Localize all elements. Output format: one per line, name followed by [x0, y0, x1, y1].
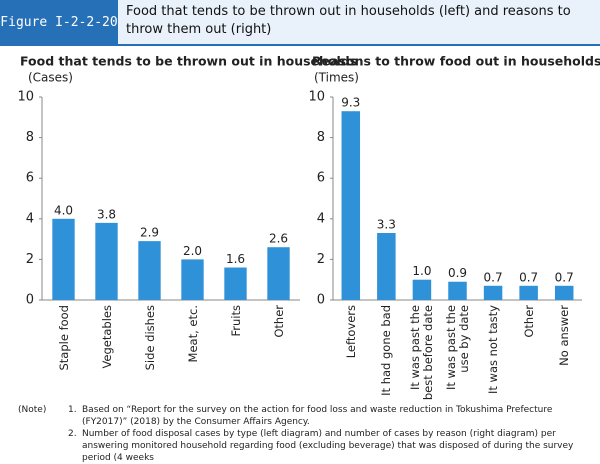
value-label: 1.6	[226, 252, 245, 266]
bar	[138, 241, 161, 300]
value-label: 1.0	[412, 264, 431, 278]
x-tick-label: Other	[521, 305, 536, 338]
bar	[483, 285, 503, 300]
note: 2. Number of food disposal cases by type …	[18, 428, 588, 464]
x-tick-label: No answer	[556, 305, 571, 366]
note-text: Number of food disposal cases by type (l…	[82, 429, 574, 463]
y-tick-label: 10	[17, 90, 34, 105]
x-tick-label: Staple food	[56, 305, 70, 371]
x-tick-label: Other	[271, 305, 285, 338]
value-label: 0.7	[519, 270, 538, 284]
bar	[95, 222, 118, 300]
bar	[52, 218, 75, 300]
bar	[554, 285, 574, 300]
value-label: 4.0	[54, 203, 73, 217]
figure-title: Food that tends to be thrown out in hous…	[126, 4, 571, 37]
note-label: (Note)	[18, 405, 47, 415]
bar	[224, 267, 247, 300]
figure-label: Figure I-2-2-20	[0, 0, 118, 44]
bar	[341, 111, 361, 301]
note-spacer	[18, 428, 68, 464]
y-tick-label: 10	[308, 90, 325, 105]
value-label: 0.7	[484, 270, 503, 284]
value-label: 3.8	[97, 207, 116, 221]
x-tick-label: It was past the best before date	[407, 305, 435, 401]
x-tick-label: Side dishes	[142, 305, 156, 371]
value-label: 0.9	[448, 266, 467, 280]
x-tick-label: It was not tasty	[485, 305, 500, 395]
chart-title: Reasons to throw food out in households	[312, 54, 600, 69]
y-tick-label: 0	[317, 293, 325, 308]
chart-title: Food that tends to be thrown out in hous…	[20, 54, 357, 69]
value-label: 2.9	[140, 226, 159, 240]
note-text: Based on “Report for the survey on the a…	[82, 405, 553, 427]
y-axis-label: (Cases)	[28, 71, 73, 85]
bar	[448, 281, 467, 300]
y-tick-label: 2	[317, 252, 325, 267]
value-label: 2.0	[183, 244, 202, 258]
y-axis-label: (Times)	[314, 71, 359, 85]
y-tick-label: 8	[317, 130, 325, 145]
x-tick-label: It had gone bad	[378, 305, 393, 396]
x-tick-label: Leftovers	[343, 305, 358, 359]
bar	[377, 233, 396, 300]
header: Figure I-2-2-20 Food that tends to be th…	[0, 0, 600, 46]
bar	[412, 279, 432, 300]
note-number: 2.	[68, 429, 77, 439]
notes: (Note) 1. Based on “Report for the survey …	[18, 404, 588, 464]
y-tick-label: 2	[26, 252, 34, 267]
y-tick-label: 8	[26, 130, 34, 145]
y-tick-label: 6	[317, 171, 325, 186]
x-tick-label: Fruits	[228, 305, 242, 337]
y-tick-label: 4	[26, 211, 34, 226]
bar	[519, 285, 538, 300]
note: (Note) 1. Based on “Report for the survey …	[18, 404, 588, 428]
x-tick-label: Meat, etc.	[185, 305, 199, 363]
bar	[267, 247, 290, 300]
y-tick-label: 6	[26, 171, 34, 186]
note-number: 1.	[68, 405, 77, 415]
value-label: 0.7	[555, 270, 574, 284]
x-tick-label: Vegetables	[99, 305, 113, 369]
x-tick-label: It was past the use by date	[443, 305, 471, 391]
value-label: 3.3	[377, 218, 396, 232]
y-tick-label: 4	[317, 211, 325, 226]
value-label: 2.6	[269, 232, 288, 246]
bar	[181, 259, 204, 300]
value-label: 9.3	[341, 96, 360, 110]
y-tick-label: 0	[26, 293, 34, 308]
